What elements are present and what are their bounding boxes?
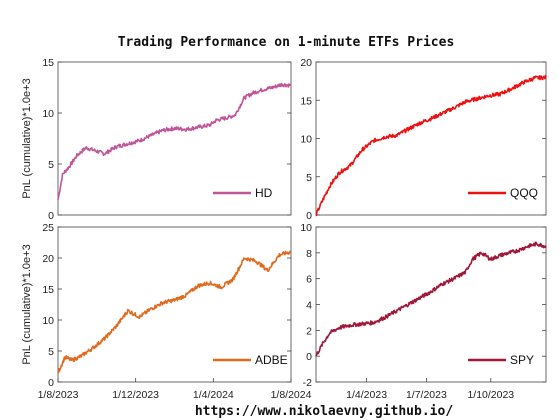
y-tick-label: -2 bbox=[303, 377, 312, 389]
legend-label: QQQ bbox=[510, 186, 538, 200]
x-tick-label: 1/12/2023 bbox=[112, 389, 159, 401]
y-tick-label: 20 bbox=[300, 57, 312, 69]
y-axis-label: PnL (cumulative)*1.0e+3 bbox=[21, 78, 33, 198]
plot-area-hd bbox=[57, 61, 292, 216]
figure-title: Trading Performance on 1-minute ETFs Pri… bbox=[118, 35, 455, 50]
x-tick-label: 1/10/2023 bbox=[467, 389, 514, 401]
subplot-hd: 0 5 10 15 PnL (cumulative)*1.0e+3 HD bbox=[21, 57, 292, 222]
y-tick-label: 10 bbox=[300, 222, 312, 234]
x-tick-label: 1/8/2023 bbox=[38, 389, 79, 401]
plot-area-adbe bbox=[57, 226, 292, 383]
x-tick-label: 1/7/2023 bbox=[406, 389, 447, 401]
series-line-hd bbox=[57, 82, 292, 200]
y-tick-label: 4 bbox=[306, 300, 312, 312]
subplot-spy: -2 0 2 4 6 8 10 1/4/2023 1/7/2023 1/10/2023 SPY bbox=[300, 222, 547, 401]
subplot-qqq: 0 5 10 15 20 QQQ bbox=[300, 57, 547, 222]
y-tick-label: 25 bbox=[42, 222, 54, 234]
y-tick-label: 5 bbox=[48, 159, 54, 171]
series-line-spy bbox=[315, 241, 547, 357]
series-line-qqq bbox=[315, 74, 547, 217]
y-tick-label: 0 bbox=[48, 210, 54, 222]
footer-url: https://www.nikolaevny.github.io/ bbox=[195, 404, 453, 419]
y-tick-label: 0 bbox=[306, 351, 312, 363]
y-tick-label: 6 bbox=[306, 274, 312, 286]
x-tick-label: 1/8/2024 bbox=[271, 389, 312, 401]
y-tick-label: 15 bbox=[42, 57, 54, 69]
y-tick-label: 10 bbox=[42, 108, 54, 120]
y-tick-label: 10 bbox=[42, 315, 54, 327]
legend-label: SPY bbox=[510, 353, 534, 367]
x-tick-label: 1/4/2023 bbox=[346, 389, 387, 401]
legend-label: HD bbox=[255, 186, 273, 200]
y-tick-label: 15 bbox=[42, 284, 54, 296]
series-line-adbe bbox=[57, 250, 292, 374]
y-tick-label: 10 bbox=[300, 134, 312, 146]
y-tick-label: 2 bbox=[306, 325, 312, 337]
y-tick-label: 5 bbox=[48, 346, 54, 358]
y-axis-label: PnL (cumulative)*1.0e+3 bbox=[21, 244, 33, 364]
y-tick-label: 15 bbox=[300, 95, 312, 107]
legend-label: ADBE bbox=[255, 353, 288, 367]
y-tick-label: 0 bbox=[48, 377, 54, 389]
y-tick-label: 20 bbox=[42, 253, 54, 265]
y-tick-label: 8 bbox=[306, 248, 312, 260]
y-tick-label: 0 bbox=[306, 210, 312, 222]
y-tick-label: 5 bbox=[306, 172, 312, 184]
x-tick-label: 1/4/2024 bbox=[193, 389, 234, 401]
